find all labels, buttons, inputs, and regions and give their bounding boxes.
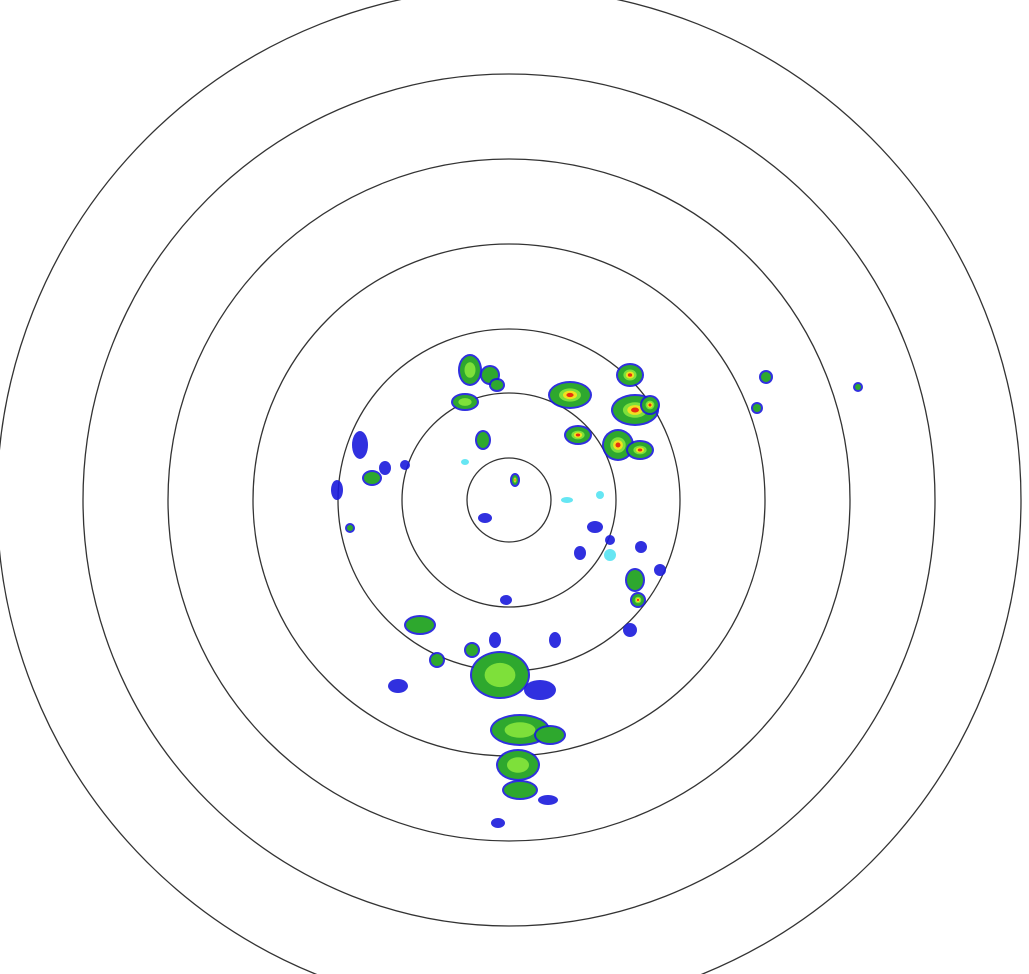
range-ring-5 <box>167 158 851 842</box>
echo-cell <box>379 461 391 475</box>
echo-cell <box>489 632 501 648</box>
echo-cell-faint <box>561 497 573 503</box>
echo-cell <box>587 521 603 533</box>
echo-cell-core <box>484 662 516 688</box>
echo-cell <box>623 623 637 637</box>
echo-cell <box>574 546 586 560</box>
echo-cell <box>538 795 558 805</box>
echo-cell-core <box>631 407 639 413</box>
echo-cell <box>478 513 492 523</box>
range-ring-6 <box>82 73 936 927</box>
echo-cell <box>635 541 647 553</box>
echo-cell-core <box>753 404 761 412</box>
echo-cell <box>352 431 368 459</box>
echo-cell-core <box>514 479 516 481</box>
echo-cell-core <box>648 403 652 407</box>
echo-cell-faint <box>596 491 604 499</box>
echo-cell <box>400 460 410 470</box>
range-ring-2 <box>401 392 617 608</box>
echo-cell <box>500 595 512 605</box>
echo-cell-core <box>466 644 478 656</box>
echo-cell-faint <box>604 549 616 561</box>
echo-cell <box>388 679 408 693</box>
echo-cell-core <box>406 617 434 633</box>
echo-cell-core <box>566 392 574 398</box>
echo-cell-core <box>627 373 633 377</box>
echo-cell-faint <box>461 459 469 465</box>
echo-cell <box>605 535 615 545</box>
echo-cell <box>549 632 561 648</box>
echo-cell-core <box>504 782 536 798</box>
range-ring-1 <box>466 457 552 543</box>
echo-cell-core <box>637 448 643 452</box>
echo-cell-core <box>477 432 489 448</box>
echo-cell-core <box>536 727 564 743</box>
echo-cell <box>524 680 556 700</box>
echo-cell-core <box>855 384 861 390</box>
echo-cell-core <box>761 372 771 382</box>
echo-cell-core <box>347 525 353 531</box>
echo-cell-core <box>431 654 443 666</box>
echo-cell-core <box>491 380 503 390</box>
echo-cell <box>491 818 505 828</box>
echo-cell-core <box>636 598 640 602</box>
echo-cell <box>654 564 666 576</box>
precipitation-echoes <box>331 354 863 828</box>
echo-cell-core <box>464 362 476 378</box>
echo-cell-core <box>507 757 529 773</box>
echo-cell-core <box>575 433 581 437</box>
echo-cell-core <box>615 442 621 448</box>
echo-cell-core <box>627 570 643 590</box>
echo-cell-core <box>504 722 536 738</box>
echo-cell <box>331 480 343 500</box>
echo-cell-core <box>458 398 472 406</box>
echo-cell-core <box>364 472 380 484</box>
